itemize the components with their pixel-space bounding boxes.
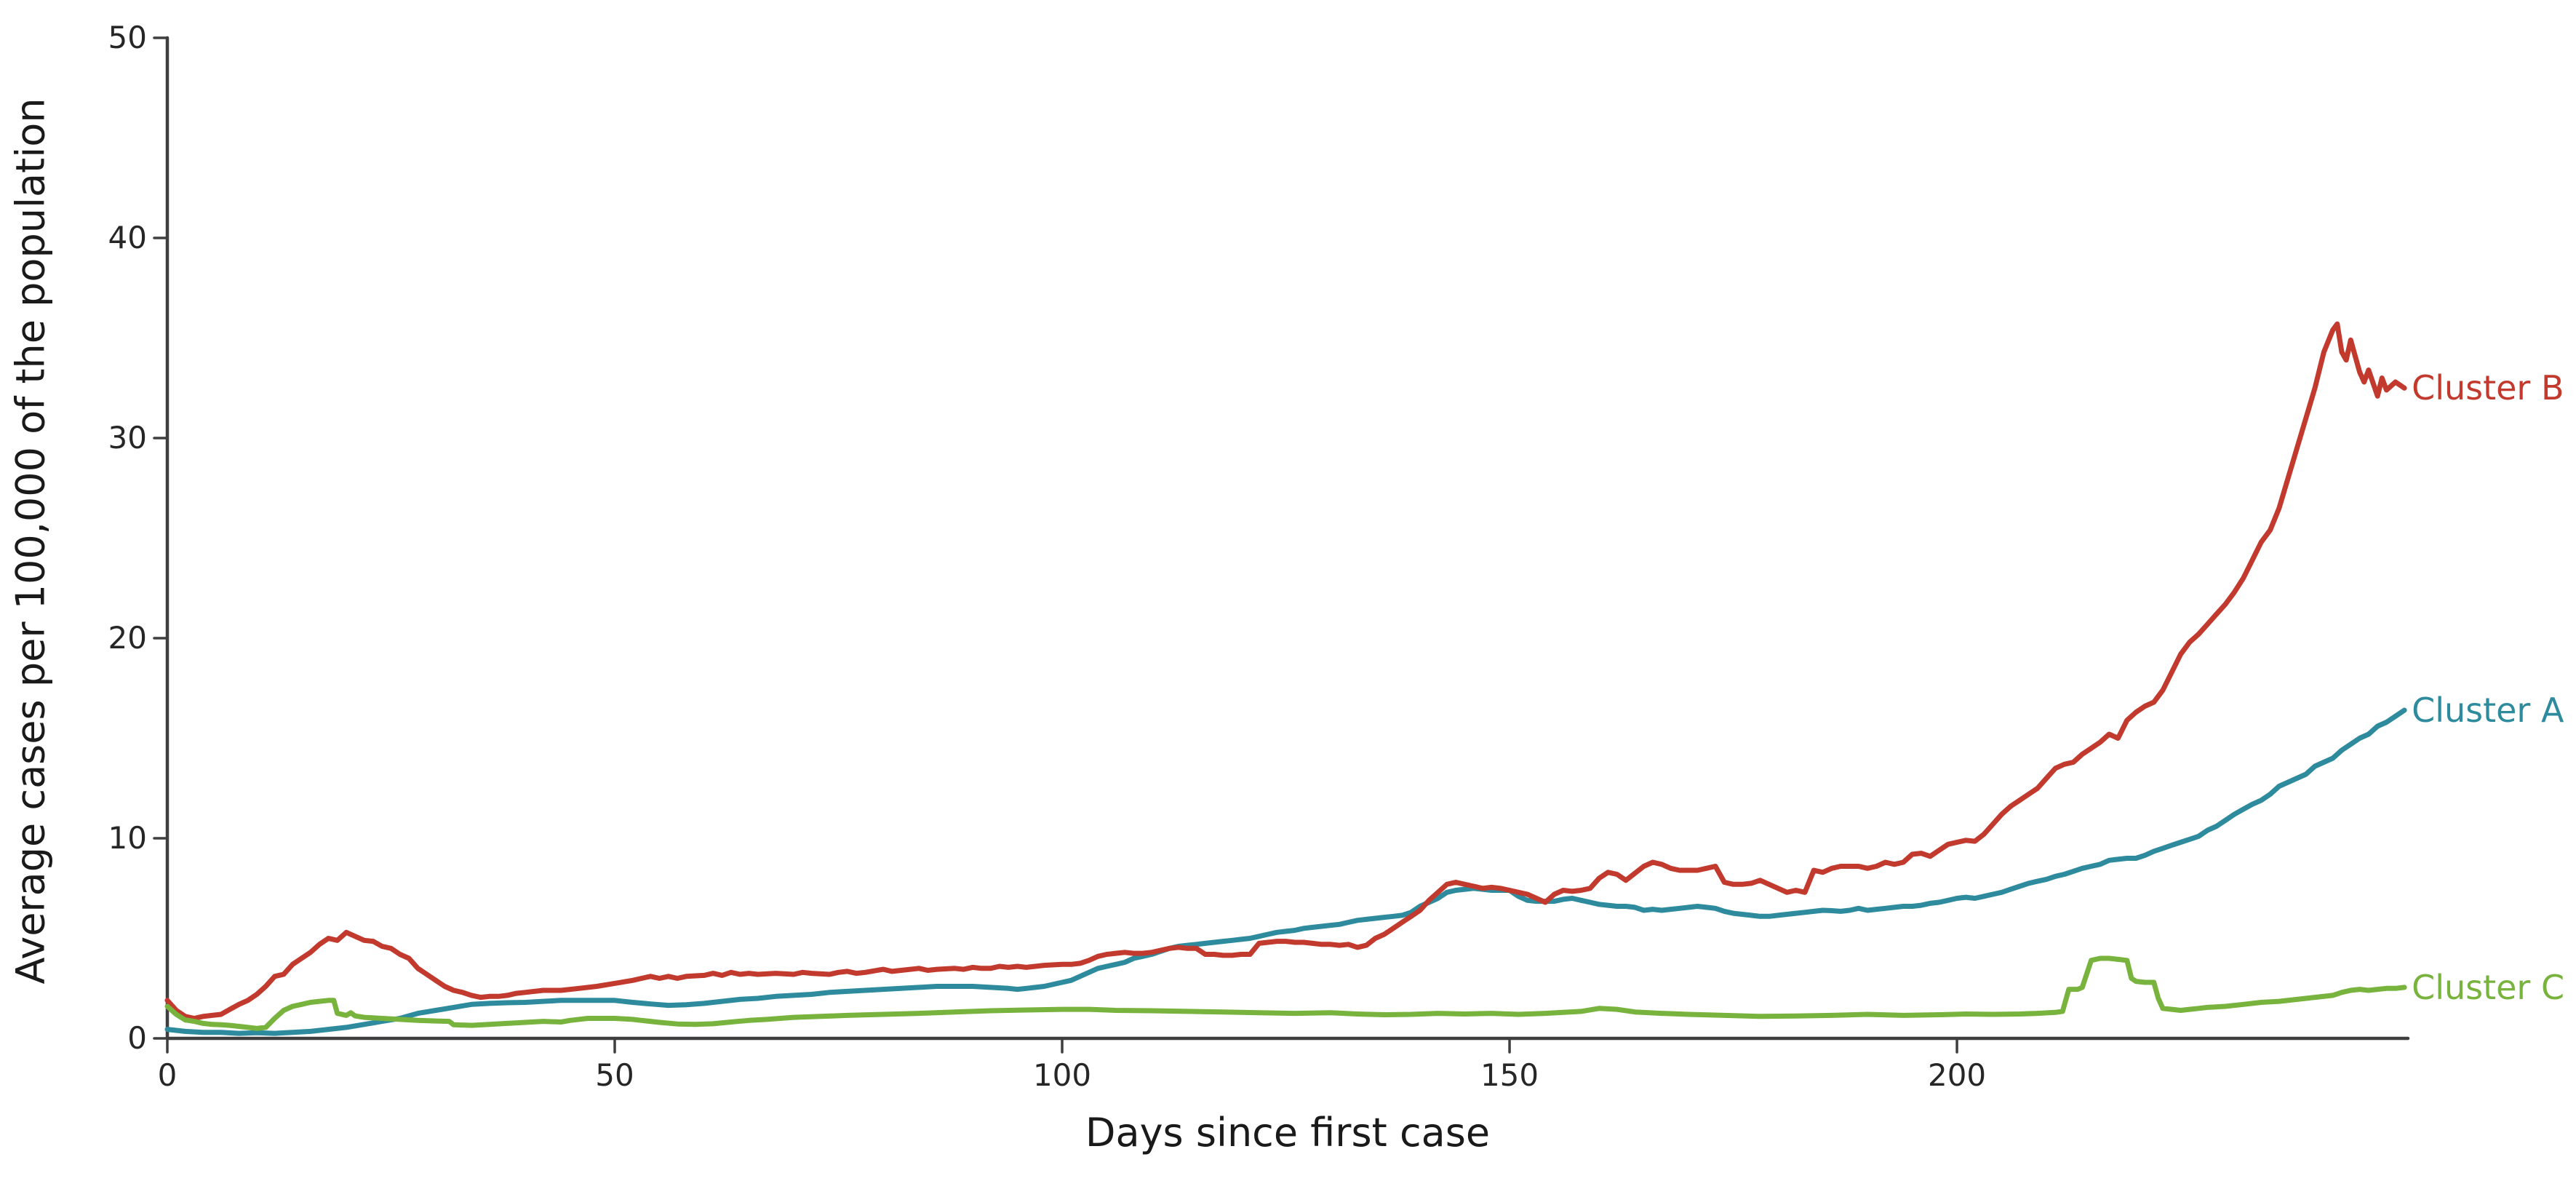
y-tick-label: 30 [108,420,147,456]
series-line-cluster-b [164,321,2407,1021]
x-axis-label: Days since first case [1085,1110,1491,1156]
x-tick-label: 0 [157,1057,178,1093]
series-line-cluster-a [164,707,2407,1036]
y-tick-label: 20 [108,620,147,656]
y-tick-label: 0 [127,1020,147,1056]
y-axis-label: Average cases per 100,000 of the populat… [7,98,54,985]
series-label-cluster-a: Cluster A [2412,691,2564,730]
x-tick-label: 50 [595,1057,634,1093]
axis-spines [165,36,2410,1041]
series-label-cluster-c: Cluster C [2412,967,2565,1007]
series-label-cluster-b: Cluster B [2412,368,2564,408]
x-tick-label: 200 [1927,1057,1987,1093]
y-tick-label: 10 [108,820,147,856]
x-tick-label: 150 [1480,1057,1539,1093]
y-tick-label: 50 [108,20,147,55]
y-tick-label: 40 [108,220,147,255]
x-tick-label: 100 [1032,1057,1092,1093]
series-line-cluster-c [164,955,2407,1031]
